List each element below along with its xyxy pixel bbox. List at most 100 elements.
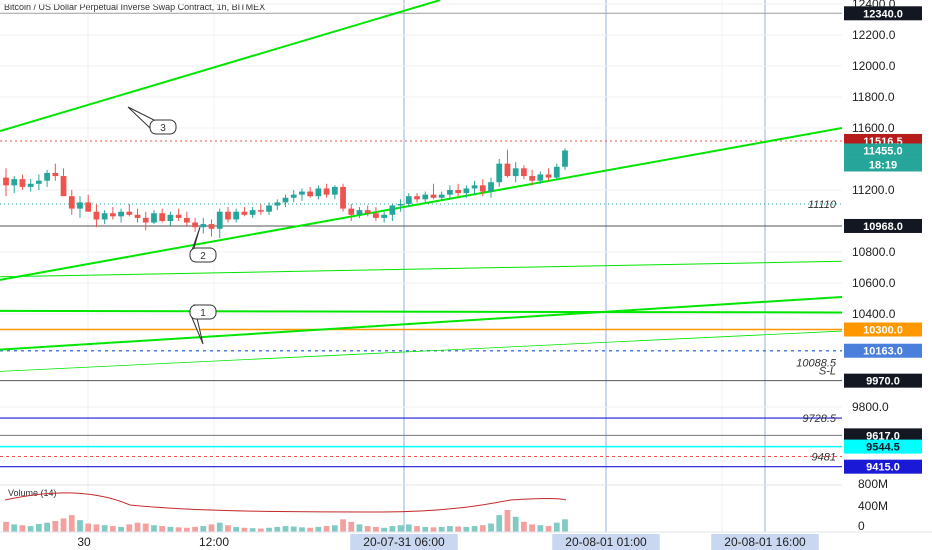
price-tag	[844, 6, 922, 21]
candle-body	[266, 205, 272, 212]
candle-body	[447, 190, 453, 195]
candle-body	[109, 213, 116, 217]
candle-body	[545, 174, 552, 178]
candle-body	[356, 210, 363, 215]
volume-bar	[241, 527, 248, 532]
candle-body	[397, 203, 404, 206]
volume-bar	[233, 526, 240, 532]
candle-body	[208, 224, 215, 229]
candle-body	[85, 202, 92, 212]
volume-bar	[348, 521, 355, 532]
symbol-title: Bitcoin / US Dollar Perpetual Inverse Sw…	[4, 2, 266, 12]
candle-body	[562, 150, 568, 167]
candle-body	[134, 214, 141, 218]
volume-bar	[44, 522, 50, 532]
y-axis-tick: 11600.0	[852, 121, 895, 135]
candle-body	[257, 210, 264, 212]
candle-body	[216, 211, 223, 229]
volume-bar	[151, 525, 157, 532]
price-tag-label: 9617.0	[866, 430, 900, 442]
candle-body	[233, 211, 240, 220]
volume-bar	[331, 525, 338, 532]
price-tag-label: 9415.0	[866, 462, 900, 474]
level-label: 9728.5	[802, 413, 837, 425]
volume-bar	[134, 522, 141, 532]
candle-body	[512, 168, 519, 177]
price-tag-label: 11455.0	[863, 145, 902, 157]
price-tag-label: 10300.0	[863, 325, 903, 337]
volume-bar	[290, 526, 297, 532]
volume-bar	[422, 526, 429, 532]
x-axis-tick: 20-08-01 01:00	[565, 535, 647, 549]
candle-body	[529, 176, 535, 181]
x-axis-tick: 20-08-01 16:00	[724, 535, 806, 549]
volume-bar	[488, 523, 494, 532]
candle-body	[389, 205, 396, 215]
level-label: 9481	[812, 451, 836, 463]
price-tag-label: 10968.0	[863, 221, 903, 233]
candle-body	[471, 185, 478, 189]
candle-body	[93, 211, 100, 220]
candle-body	[504, 163, 511, 177]
volume-bar	[512, 516, 519, 532]
level-label: 11110	[808, 199, 837, 211]
candle-body	[422, 194, 429, 200]
trend-line	[0, 0, 441, 133]
volume-bar	[85, 523, 92, 532]
candle-body	[438, 194, 445, 198]
candle-body	[60, 176, 67, 197]
volume-bar	[299, 527, 305, 532]
candle-body	[373, 213, 379, 218]
candle-body	[323, 188, 330, 195]
candle-body	[101, 213, 108, 220]
volume-bar	[447, 526, 453, 532]
candle-body	[142, 217, 149, 223]
volume-bar	[11, 524, 18, 532]
volume-bar	[249, 528, 256, 532]
volume-ma-line	[4, 492, 567, 513]
candle-body	[348, 208, 355, 215]
candle-body	[479, 185, 486, 192]
x-axis-tag	[552, 534, 660, 550]
trend-line	[0, 260, 842, 278]
price-tag-label: 12340.0	[863, 8, 903, 20]
volume-bar	[537, 525, 544, 532]
volume-axis-tick: 800M	[858, 477, 888, 491]
price-tag	[844, 157, 922, 172]
volume-bar	[315, 526, 322, 532]
volume-bar	[496, 515, 503, 532]
volume-bar	[19, 525, 26, 532]
candle-body	[68, 196, 75, 209]
candle-body	[496, 163, 503, 183]
volume-bar	[257, 528, 264, 532]
candle-body	[27, 183, 34, 187]
candle-body	[463, 188, 470, 194]
volume-axis-tick: 0	[858, 519, 865, 533]
volume-bar	[68, 515, 75, 532]
x-axis-tick: 12:00	[199, 535, 229, 549]
volume-bar	[77, 520, 83, 532]
x-axis-tick: 30	[77, 535, 91, 549]
candle-body	[118, 211, 124, 217]
candle-body	[430, 194, 437, 198]
candle-body	[307, 191, 314, 197]
candle-body	[315, 188, 322, 197]
volume-bar	[389, 526, 396, 532]
level-label: 10088.5	[796, 357, 837, 369]
x-axis-tag	[711, 534, 819, 550]
price-tag	[844, 322, 922, 337]
volume-bar	[562, 519, 568, 532]
price-tag-label: 18:19	[869, 159, 897, 171]
candle-body	[77, 202, 83, 209]
volume-bar	[397, 525, 404, 532]
callout-box	[189, 304, 217, 320]
volume-bar	[159, 526, 166, 532]
volume-bar	[109, 526, 116, 532]
volume-bar	[323, 526, 330, 532]
price-tag	[844, 428, 922, 443]
volume-bar	[93, 524, 100, 532]
volume-axis-tick: 400M	[858, 499, 888, 513]
volume-bar	[553, 522, 560, 532]
volume-bar	[545, 526, 552, 532]
